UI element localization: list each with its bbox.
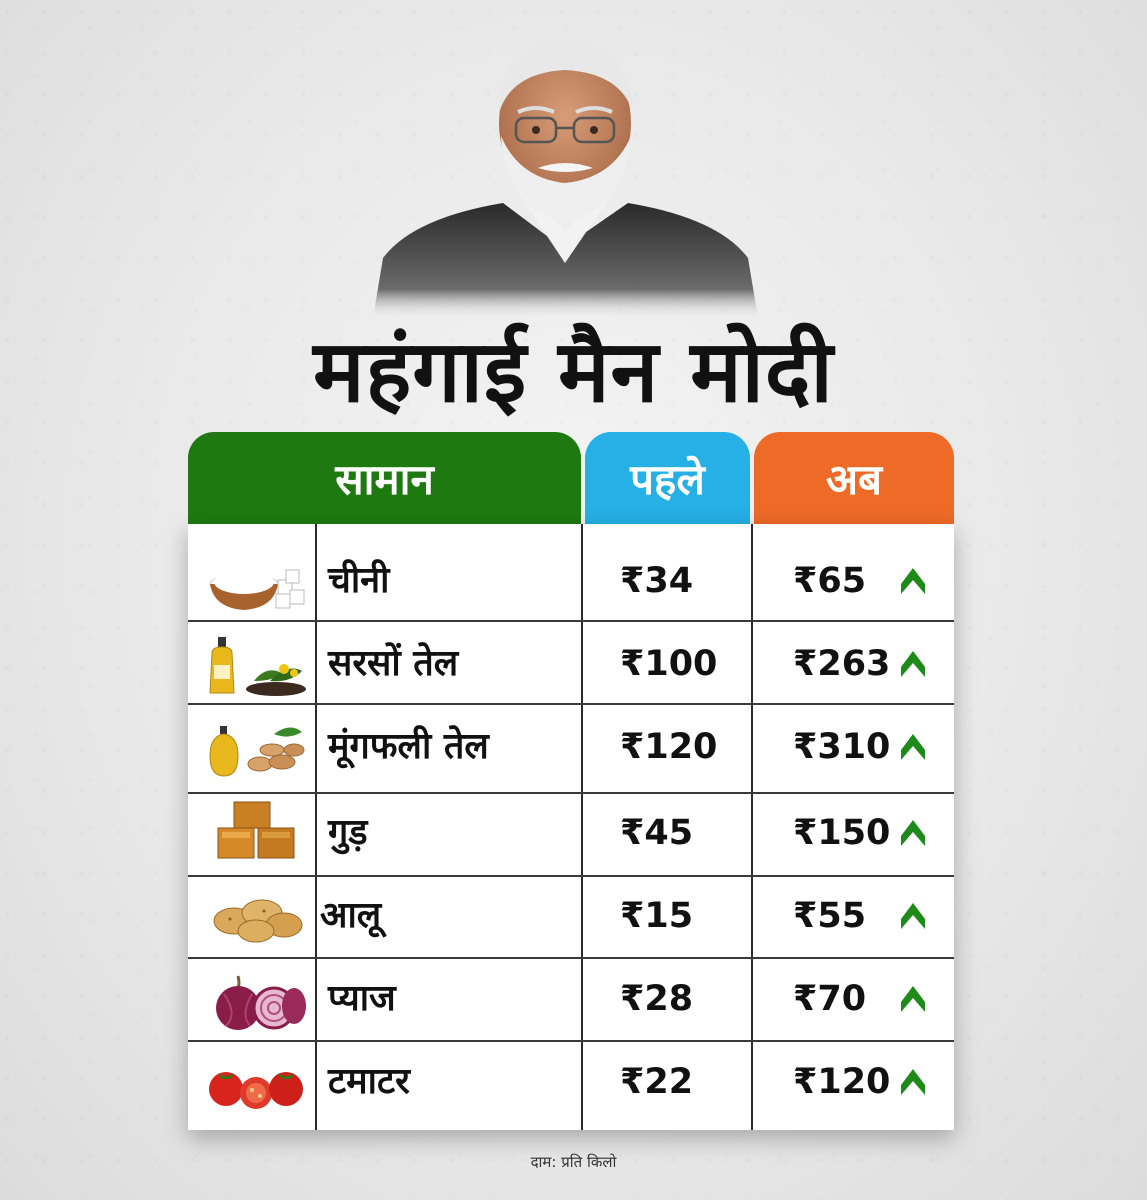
item-name: मूंगफली तेल: [328, 726, 489, 767]
groundnut-oil-icon: [209, 726, 305, 777]
price-now: ₹55: [793, 896, 867, 936]
divider: [188, 1040, 954, 1042]
item-name: गुड़: [328, 812, 368, 853]
tomato-icon: [209, 1072, 303, 1109]
table-row: मूंगफली तेल ₹120 ₹310: [188, 706, 954, 788]
mustard-oil-icon: [209, 637, 306, 696]
price-footnote: दाम: प्रति किलो: [530, 1153, 617, 1171]
price-table: चीनी ₹34 ₹65 सरसों तेल ₹100 ₹263: [188, 524, 954, 1130]
table-row: आलू ₹15 ₹55: [188, 875, 954, 957]
divider: [188, 792, 954, 794]
chevron-up-icon: [901, 903, 925, 929]
column-header-now: अब: [754, 432, 954, 524]
headline: महंगाई मैन मोदी: [313, 322, 834, 422]
divider: [188, 703, 954, 705]
price-before: ₹22: [620, 1062, 694, 1102]
chevron-up-icon: [901, 734, 925, 760]
item-name: चीनी: [328, 560, 390, 601]
price-now: ₹150: [793, 813, 891, 853]
divider: [188, 957, 954, 959]
item-name: सरसों तेल: [328, 643, 459, 684]
sugar-icon: [209, 569, 305, 610]
price-before: ₹100: [620, 644, 718, 684]
price-before: ₹120: [620, 727, 718, 767]
table-row: चीनी ₹34 ₹65: [188, 540, 954, 622]
divider: [315, 524, 317, 1130]
divider: [581, 524, 583, 1130]
item-name: टमाटर: [328, 1061, 410, 1102]
item-name: आलू: [320, 895, 382, 936]
price-before: ₹34: [620, 561, 694, 601]
chevron-up-icon: [901, 820, 925, 846]
divider: [751, 524, 753, 1130]
price-now: ₹120: [793, 1062, 891, 1102]
chevron-up-icon: [901, 1069, 925, 1095]
jaggery-icon: [217, 801, 295, 859]
price-now: ₹263: [793, 644, 891, 684]
column-header-item: सामान: [188, 432, 581, 524]
price-before: ₹15: [620, 896, 694, 936]
table-row: प्याज ₹28 ₹70: [188, 958, 954, 1040]
price-now: ₹310: [793, 727, 891, 767]
potato-icon: [213, 899, 303, 943]
chevron-up-icon: [901, 651, 925, 677]
chevron-up-icon: [901, 568, 925, 594]
price-now: ₹65: [793, 561, 867, 601]
price-before: ₹28: [620, 979, 694, 1019]
chevron-up-icon: [901, 986, 925, 1012]
price-before: ₹45: [620, 813, 694, 853]
item-name: प्याज: [328, 978, 396, 1019]
price-now: ₹70: [793, 979, 867, 1019]
leader-portrait: [373, 38, 758, 318]
divider: [188, 875, 954, 877]
onion-icon: [216, 975, 306, 1030]
divider: [188, 620, 954, 622]
table-row: गुड़ ₹45 ₹150: [188, 792, 954, 874]
table-row: टमाटर ₹22 ₹120: [188, 1041, 954, 1123]
table-row: सरसों तेल ₹100 ₹263: [188, 623, 954, 705]
column-header-before: पहले: [585, 432, 750, 524]
